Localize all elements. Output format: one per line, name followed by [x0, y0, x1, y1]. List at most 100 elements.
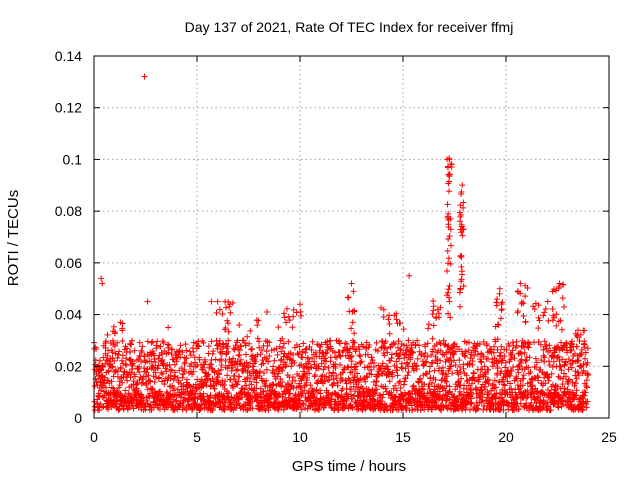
data-point	[378, 363, 385, 370]
data-point	[535, 325, 542, 332]
data-point	[511, 355, 518, 362]
data-point	[349, 395, 356, 402]
data-point	[559, 295, 566, 302]
data-point	[372, 382, 379, 389]
data-point	[406, 272, 413, 279]
data-point	[405, 390, 412, 397]
data-point	[394, 372, 401, 379]
data-point	[446, 282, 453, 289]
data-point	[405, 368, 412, 375]
data-point	[446, 178, 453, 185]
data-point	[133, 399, 140, 406]
data-point	[563, 402, 570, 409]
data-point	[425, 325, 432, 332]
data-point	[286, 317, 293, 324]
data-point	[183, 407, 190, 414]
data-point	[477, 394, 484, 401]
data-point	[105, 389, 112, 396]
data-point	[96, 357, 103, 364]
data-point	[520, 394, 527, 401]
data-point	[129, 337, 136, 344]
data-point	[117, 392, 124, 399]
data-point	[442, 387, 449, 394]
data-point	[128, 369, 135, 376]
data-point	[466, 392, 473, 399]
data-point	[484, 394, 491, 401]
data-point	[465, 382, 472, 389]
data-point	[248, 346, 255, 353]
y-tick-label: 0.14	[55, 48, 82, 64]
data-point	[280, 310, 287, 317]
data-point	[520, 372, 527, 379]
data-point	[271, 346, 278, 353]
data-point	[581, 341, 588, 348]
data-point	[154, 365, 161, 372]
data-point	[222, 378, 229, 385]
data-point	[585, 371, 592, 378]
data-point	[381, 401, 388, 408]
data-point	[169, 356, 176, 363]
data-point	[425, 321, 432, 328]
data-point	[110, 402, 117, 409]
data-point	[530, 303, 537, 310]
data-point	[428, 379, 435, 386]
data-point	[543, 345, 550, 352]
data-point	[501, 391, 508, 398]
data-point	[278, 356, 285, 363]
data-point	[430, 322, 437, 329]
data-point	[109, 349, 116, 356]
data-point	[384, 349, 391, 356]
data-point	[144, 298, 151, 305]
data-point	[187, 352, 194, 359]
data-point	[338, 393, 345, 400]
data-point	[207, 383, 214, 390]
data-point	[124, 377, 131, 384]
data-point	[546, 362, 553, 369]
data-point	[127, 374, 134, 381]
data-point	[176, 347, 183, 354]
data-point	[298, 392, 305, 399]
data-point	[552, 287, 559, 294]
data-point	[253, 369, 260, 376]
data-point	[523, 403, 530, 410]
data-point	[445, 255, 452, 262]
data-point	[386, 312, 393, 319]
data-point	[96, 392, 103, 399]
data-point	[234, 366, 241, 373]
data-point	[494, 364, 501, 371]
data-point	[386, 378, 393, 385]
data-point	[315, 365, 322, 372]
data-point	[322, 402, 329, 409]
data-point	[146, 377, 153, 384]
data-point	[332, 398, 339, 405]
data-point	[108, 378, 115, 385]
data-point	[334, 382, 341, 389]
data-point	[424, 353, 431, 360]
data-point	[170, 396, 177, 403]
data-point	[351, 339, 358, 346]
data-point	[442, 358, 449, 365]
data-point	[243, 351, 250, 358]
data-point	[494, 346, 501, 353]
data-point	[149, 385, 156, 392]
data-point	[445, 310, 452, 317]
data-point	[282, 359, 289, 366]
data-point	[304, 374, 311, 381]
data-point	[177, 342, 184, 349]
data-point	[546, 374, 553, 381]
data-point	[133, 391, 140, 398]
data-point	[443, 378, 450, 385]
data-point	[266, 390, 273, 397]
data-point	[532, 396, 539, 403]
data-point	[371, 389, 378, 396]
x-tick-label: 20	[498, 429, 514, 445]
data-point	[230, 355, 237, 362]
data-point	[205, 397, 212, 404]
data-point	[283, 319, 290, 326]
data-point	[555, 373, 562, 380]
data-point	[289, 374, 296, 381]
data-point	[205, 371, 212, 378]
data-point	[548, 370, 555, 377]
data-point	[117, 364, 124, 371]
data-point	[311, 400, 318, 407]
